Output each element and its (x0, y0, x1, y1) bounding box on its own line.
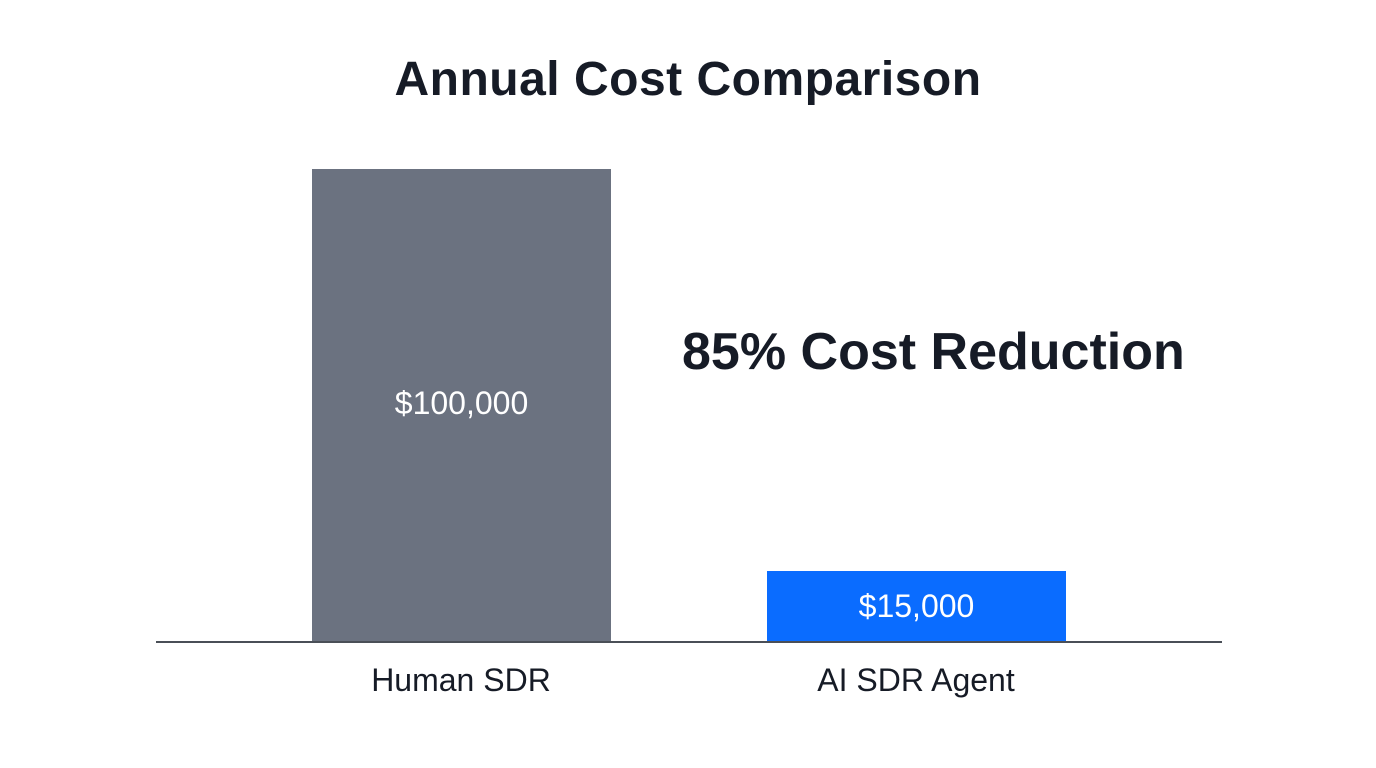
x-axis-baseline (156, 641, 1222, 643)
x-tick-label-ai-sdr-agent: AI SDR Agent (817, 662, 1015, 698)
bar-ai-sdr-agent: $15,000 (767, 571, 1066, 642)
bar-human-sdr: $100,000 (312, 169, 611, 642)
cost-reduction-annotation: 85% Cost Reduction (682, 323, 1185, 381)
x-tick-label-human-sdr: Human SDR (371, 662, 551, 698)
bar-value-label: $15,000 (858, 588, 975, 624)
chart-title: Annual Cost Comparison (394, 53, 982, 106)
bar-value-label: $100,000 (394, 385, 529, 421)
